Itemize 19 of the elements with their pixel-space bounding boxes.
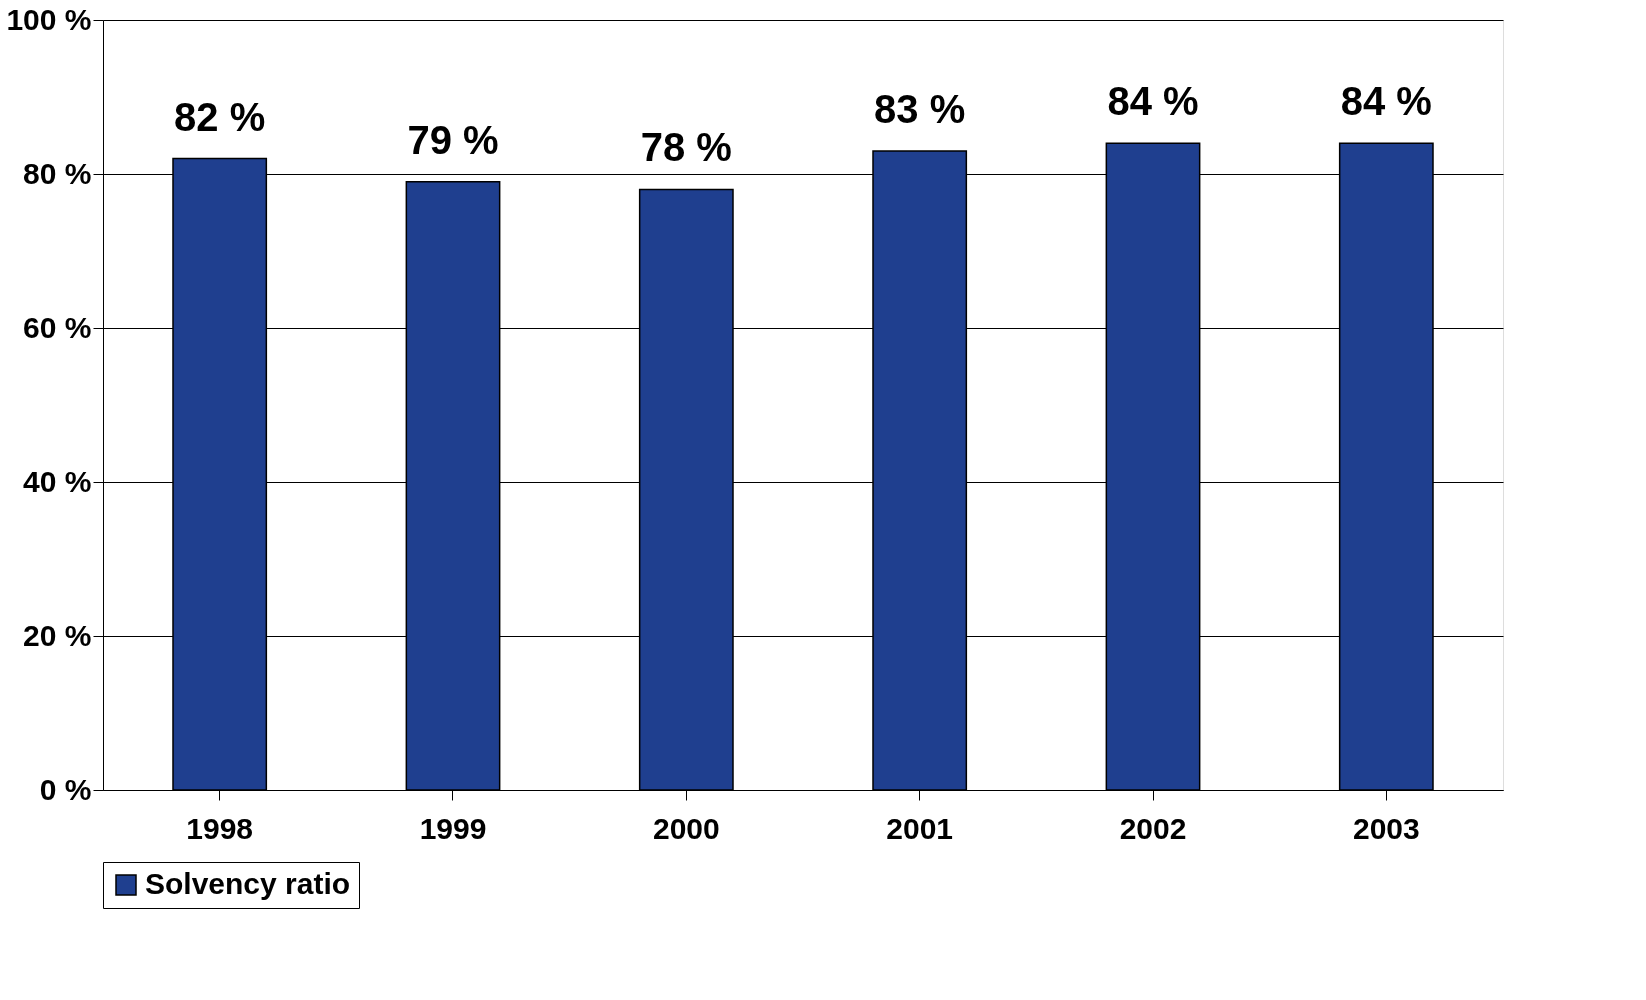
data-label: 84 % — [1340, 79, 1432, 124]
data-label: 83 % — [874, 86, 966, 131]
y-tick-label: 40 % — [23, 464, 92, 498]
x-tick-label: 2001 — [886, 811, 954, 845]
data-label: 84 % — [1107, 79, 1199, 124]
x-tick-label: 2002 — [1119, 811, 1187, 845]
x-tick-label: 2003 — [1352, 811, 1420, 845]
y-tick-label: 80 % — [23, 156, 92, 190]
data-label: 78 % — [640, 125, 732, 170]
legend-label: Solvency ratio — [145, 867, 351, 900]
y-tick-label: 60 % — [23, 310, 92, 344]
data-label: 82 % — [174, 94, 266, 139]
x-tick-label: 1999 — [419, 811, 487, 845]
y-tick-label: 100 % — [6, 2, 92, 36]
y-tick-label: 0 % — [39, 772, 92, 806]
data-label: 79 % — [407, 117, 499, 162]
y-tick-label: 20 % — [23, 618, 92, 652]
x-tick-label: 2000 — [652, 811, 720, 845]
x-tick-label: 1998 — [186, 811, 254, 845]
